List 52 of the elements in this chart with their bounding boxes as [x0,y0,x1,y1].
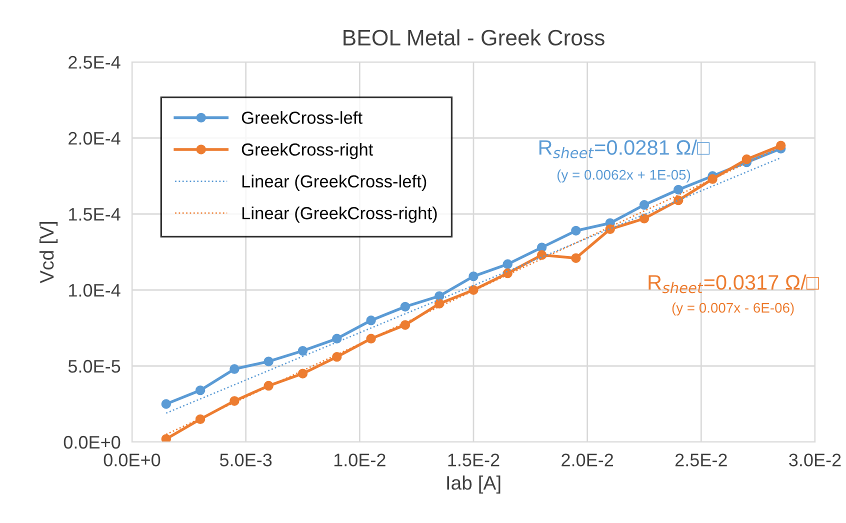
point [639,200,650,210]
y-axis-title: Vcd [V] [39,222,58,284]
legend-label: Linear (GreekCross-left) [242,174,426,191]
point [161,399,172,409]
x-tick-label: 0.0E+0 [104,454,160,466]
x-tick-label: 2.0E-2 [562,454,614,466]
x-tick-label: 1.0E-2 [334,454,386,466]
point [332,334,342,344]
y-tick-label: 2.0E-4 [68,132,120,145]
annotation: R$_{sheet}$=0.0317 Ω/□ [648,274,819,294]
y-tick-label: 0.0E+0 [64,436,120,449]
point [434,298,444,309]
annotation: (y = 0.0062x + 1E-05) [557,170,690,182]
point [502,259,513,270]
y-tick-label: 5.0E-5 [68,360,120,373]
y-tick-label: 1.0E-4 [69,284,120,297]
x-tick-label: 5.0E-3 [220,454,272,466]
point [708,174,718,184]
x-axis-title: Iab [A] [447,476,500,494]
point [468,271,478,282]
annotation: (y = 0.007x - 6E-06) [672,302,794,316]
y-tick-label: 1.5E-4 [69,208,120,221]
point [298,346,308,356]
point [332,352,342,362]
point [571,226,581,236]
x-tick-label: 1.5E-2 [448,454,500,466]
x-tick-label: 2.5E-2 [675,454,727,466]
point [230,364,240,374]
point [742,154,752,164]
point [400,302,410,312]
legend-label: GreekCross-left [242,111,362,124]
point [776,140,786,150]
point [195,414,206,424]
x-tick-label: 3.0E-2 [789,454,841,466]
point [639,214,650,224]
point [161,434,172,442]
point [230,396,240,406]
point [571,253,581,263]
annotation: R$_{sheet}$=0.0281 Ω/□ [539,140,710,158]
point [366,334,376,344]
point [298,368,308,378]
point [400,320,410,330]
y-tick-label: 2.5E-4 [68,56,120,69]
point [264,356,274,366]
legend-label: Linear (GreekCross-right) [242,206,437,223]
point [366,316,376,326]
legend-label: GreekCross-right [242,142,374,160]
point [264,380,274,391]
chart-title: BEOL Metal - Greek Cross [344,29,604,46]
point [674,184,684,195]
point [195,385,206,396]
point [674,195,684,206]
